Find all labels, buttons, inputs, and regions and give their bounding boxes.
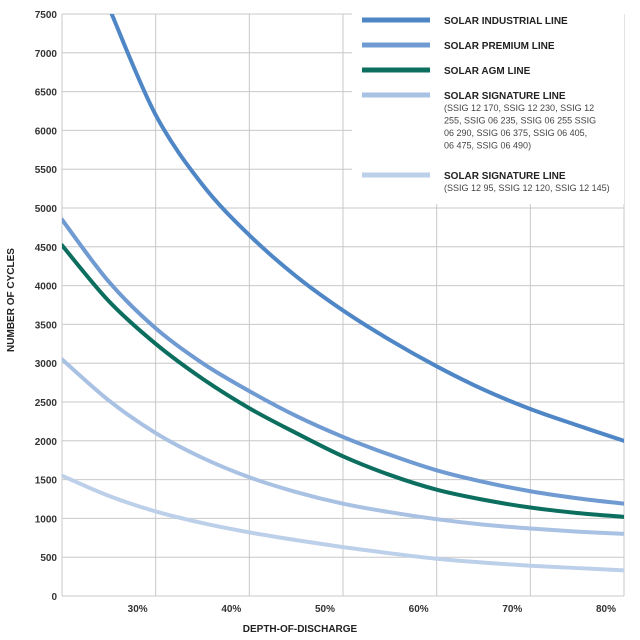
x-tick-label: 50% — [315, 604, 335, 615]
y-tick-label: 5000 — [35, 204, 58, 215]
legend-label-4: SOLAR SIGNATURE LINE — [444, 91, 566, 102]
series-lines — [62, 14, 624, 573]
y-tick-label: 4000 — [35, 282, 58, 293]
y-axis-title: NUMBER OF CYCLES — [6, 248, 17, 352]
legend: SOLAR INDUSTRIAL LINE SOLAR PREMIUM LINE S… — [362, 16, 610, 193]
legend-sublabel: (SSIG 12 95, SSIG 12 120, SSIG 12 145) — [444, 183, 610, 193]
legend-label-2: SOLAR PREMIUM LINE — [444, 41, 555, 52]
y-tick-label: 2000 — [35, 437, 58, 448]
series-line-5 — [62, 473, 624, 573]
y-tick-label: 4500 — [35, 243, 58, 254]
legend-sublabel: (SSIG 12 170, SSIG 12 230, SSIG 12 — [444, 103, 594, 113]
y-tick-label: 3500 — [35, 320, 58, 331]
series-line-3 — [62, 243, 624, 519]
y-tick-label: 2500 — [35, 398, 58, 409]
legend-label-3: SOLAR AGM LINE — [444, 66, 531, 77]
y-tick-label: 7500 — [35, 10, 58, 21]
y-tick-label: 6000 — [35, 126, 58, 137]
y-tick-label: 500 — [40, 553, 57, 564]
y-tick-label: 6500 — [35, 88, 58, 99]
series-line-4 — [62, 357, 624, 536]
legend-sublabel: 06 290, SSIG 06 375, SSIG 06 405, — [444, 128, 587, 138]
legend-sublabel: 06 475, SSIG 06 490) — [444, 141, 531, 151]
y-tick-label: 0 — [51, 592, 57, 603]
y-tick-label: 1500 — [35, 476, 58, 487]
legend-label-1: SOLAR INDUSTRIAL LINE — [444, 16, 568, 27]
x-tick-label: 70% — [502, 604, 522, 615]
y-tick-label: 3000 — [35, 359, 58, 370]
series-line-2 — [62, 217, 624, 506]
legend-sublabel: 255, SSIG 06 235, SSIG 06 255 SSIG — [444, 116, 596, 126]
x-axis-title: DEPTH-OF-DISCHARGE — [243, 624, 358, 635]
x-tick-label: 80% — [596, 604, 616, 615]
y-tick-label: 1000 — [35, 514, 58, 525]
tick-labels: 0 500 1000 1500 2000 2500 3000 3500 4000 4500 5000… — [35, 10, 616, 615]
y-tick-label: 5500 — [35, 165, 58, 176]
legend-label-5: SOLAR SIGNATURE LINE — [444, 171, 566, 182]
x-tick-label: 30% — [128, 604, 148, 615]
x-tick-label: 60% — [409, 604, 429, 615]
y-tick-label: 7000 — [35, 49, 58, 60]
legend-background — [352, 8, 624, 204]
x-tick-label: 40% — [221, 604, 241, 615]
series-line-1 — [109, 14, 624, 443]
